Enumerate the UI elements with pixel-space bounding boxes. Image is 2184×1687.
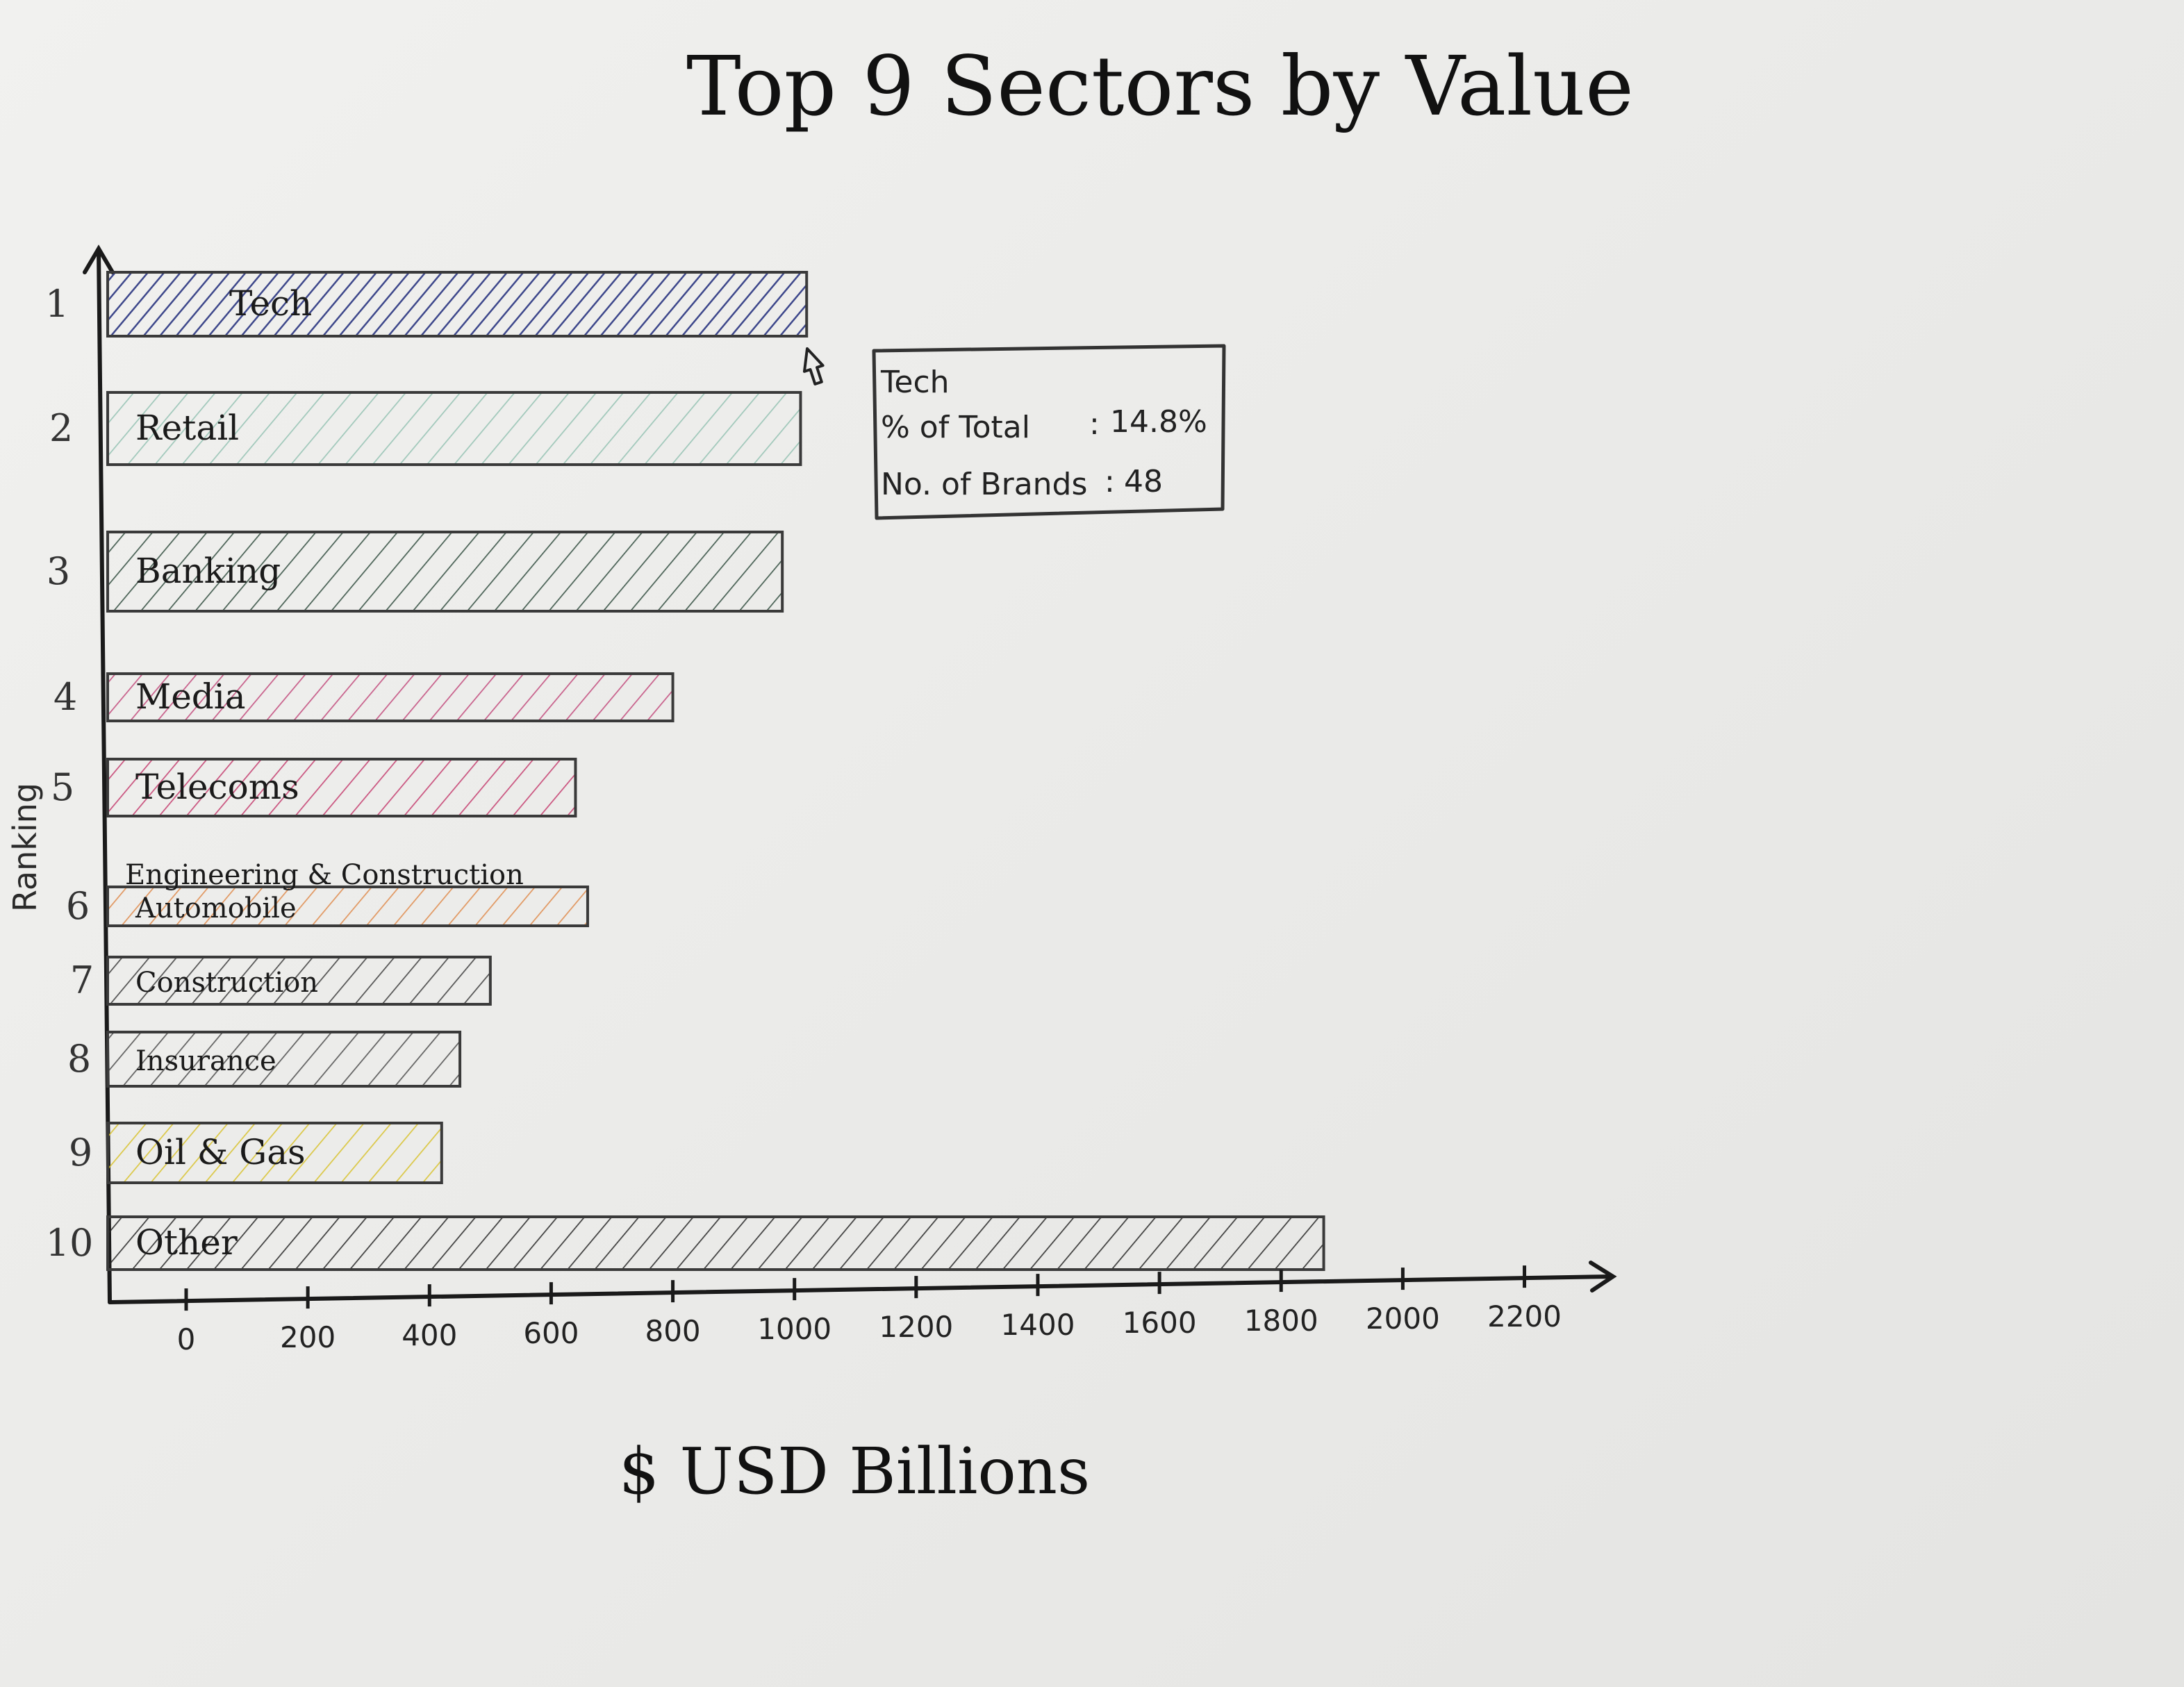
x-tick-label: 1000 (757, 1312, 832, 1346)
x-tick-label: 2000 (1366, 1302, 1440, 1336)
y-axis-label: Ranking (6, 783, 44, 912)
tooltip-row-sep-0: : (1089, 406, 1100, 442)
chart-title: Top 9 Sectors by Value (686, 38, 1634, 134)
bar-tech[interactable] (106, 271, 809, 338)
bar-telecoms[interactable] (106, 758, 577, 817)
bar-insurance[interactable] (106, 1031, 462, 1088)
bar-retail[interactable] (106, 391, 802, 466)
bar-label: Construction (135, 967, 318, 999)
x-tick-label: 2200 (1487, 1299, 1562, 1333)
x-tick-label: 600 (523, 1316, 579, 1350)
rank-label: 3 (47, 549, 70, 593)
bar-media[interactable] (106, 672, 675, 722)
bar-label: Automobile (135, 892, 297, 924)
bar-label: Oil & Gas (135, 1132, 306, 1172)
bar-label: Tech (229, 283, 312, 324)
rank-label: 2 (49, 406, 73, 450)
x-tick-label: 200 (280, 1320, 336, 1354)
bar-label: Other (135, 1222, 238, 1263)
rank-labels-group: 1 2 3 4 5 6 7 8 9 10 (45, 282, 94, 1265)
bar-note: Engineering & Construction (125, 859, 524, 891)
rank-label: 4 (53, 675, 77, 719)
x-tick-label: 1600 (1123, 1306, 1197, 1340)
bar-label: Insurance (135, 1045, 276, 1077)
y-axis-arrow (83, 244, 115, 274)
rank-label: 9 (69, 1131, 92, 1174)
bar-label: Media (135, 676, 246, 717)
rank-label: 7 (70, 958, 94, 1002)
bar-construction[interactable] (106, 956, 492, 1006)
bar-label: Retail (135, 408, 239, 448)
x-tick-label: 1400 (1001, 1308, 1075, 1342)
x-ticks-group: 0 200 400 600 800 1000 1200 1400 1600 1800 2000 220… (177, 1265, 1562, 1356)
tooltip: Tech % of Total 14.8% : No. of Brands : … (872, 344, 1226, 520)
x-tick-label: 400 (402, 1318, 457, 1352)
x-tick-label: 1200 (879, 1310, 953, 1344)
rank-label: 8 (67, 1037, 91, 1081)
rank-label: 6 (66, 884, 90, 928)
x-tick-label: 0 (177, 1322, 196, 1356)
x-tick-label: 800 (645, 1314, 700, 1348)
bars-group: Tech Retail Banking Media Telecoms Automobile… (106, 271, 1325, 1271)
x-axis-label: $ USD Billions (619, 1434, 1091, 1509)
tooltip-row-value-1: 48 (1124, 464, 1163, 499)
bar-banking[interactable] (106, 531, 784, 613)
cursor-icon (802, 347, 825, 386)
bar-other[interactable] (106, 1215, 1325, 1271)
rank-label: 1 (45, 282, 69, 326)
rank-label: 5 (51, 765, 74, 809)
tooltip-row-label-0: % of Total (881, 410, 1030, 445)
rank-label: 10 (46, 1221, 94, 1265)
tooltip-title: Tech (880, 365, 950, 400)
bar-label: Banking (135, 551, 281, 591)
x-tick-label: 1800 (1244, 1304, 1318, 1338)
x-axis-line (108, 1274, 1612, 1304)
x-axis-arrow (1589, 1261, 1617, 1293)
bar-oil-gas[interactable] (106, 1122, 443, 1184)
tooltip-row-label-1: No. of Brands (881, 467, 1087, 502)
tooltip-row-sep-1: : (1105, 464, 1115, 499)
bar-automobile[interactable] (106, 886, 589, 927)
bar-label: Telecoms (135, 767, 299, 807)
tooltip-row-value-0: 14.8% (1110, 404, 1207, 440)
tooltip-box (872, 344, 1226, 520)
